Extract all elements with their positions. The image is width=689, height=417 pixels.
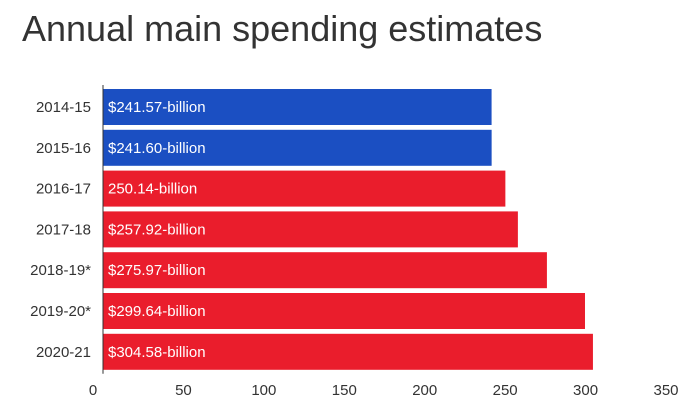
bar xyxy=(103,170,506,207)
x-tick-label: 250 xyxy=(493,382,518,399)
bar xyxy=(103,211,518,248)
bar-value-label: $304.58-billion xyxy=(108,344,206,361)
category-label: 2015-16 xyxy=(36,140,91,157)
category-label: 2017-18 xyxy=(36,221,91,238)
bar xyxy=(103,333,593,370)
x-tick-label: 100 xyxy=(251,382,276,399)
bar xyxy=(103,89,492,125)
x-tick-label: 50 xyxy=(175,382,192,399)
category-label: 2016-17 xyxy=(36,181,91,198)
bar-value-label: $299.64-billion xyxy=(108,303,206,320)
x-tick-label: 0 xyxy=(89,382,97,399)
chart-title: Annual main spending estimates xyxy=(22,8,543,49)
bar-value-label: $241.60-billion xyxy=(108,140,206,157)
category-label: 2014-15 xyxy=(36,99,91,116)
x-tick-label: 150 xyxy=(332,382,357,399)
bar-value-label: 250.14-billion xyxy=(108,181,197,198)
category-label: 2019-20* xyxy=(30,303,91,320)
bar-value-label: $241.57-billion xyxy=(108,99,206,116)
bar-value-label: $275.97-billion xyxy=(108,262,206,279)
bar xyxy=(103,129,492,166)
x-tick-label: 300 xyxy=(573,382,598,399)
x-tick-label: 350 xyxy=(653,382,678,399)
bar xyxy=(103,293,585,329)
category-label: 2018-19* xyxy=(30,262,91,279)
x-tick-label: 200 xyxy=(412,382,437,399)
category-label: 2020-21 xyxy=(36,344,91,361)
bar-value-label: $257.92-billion xyxy=(108,221,206,238)
bar xyxy=(103,252,547,289)
